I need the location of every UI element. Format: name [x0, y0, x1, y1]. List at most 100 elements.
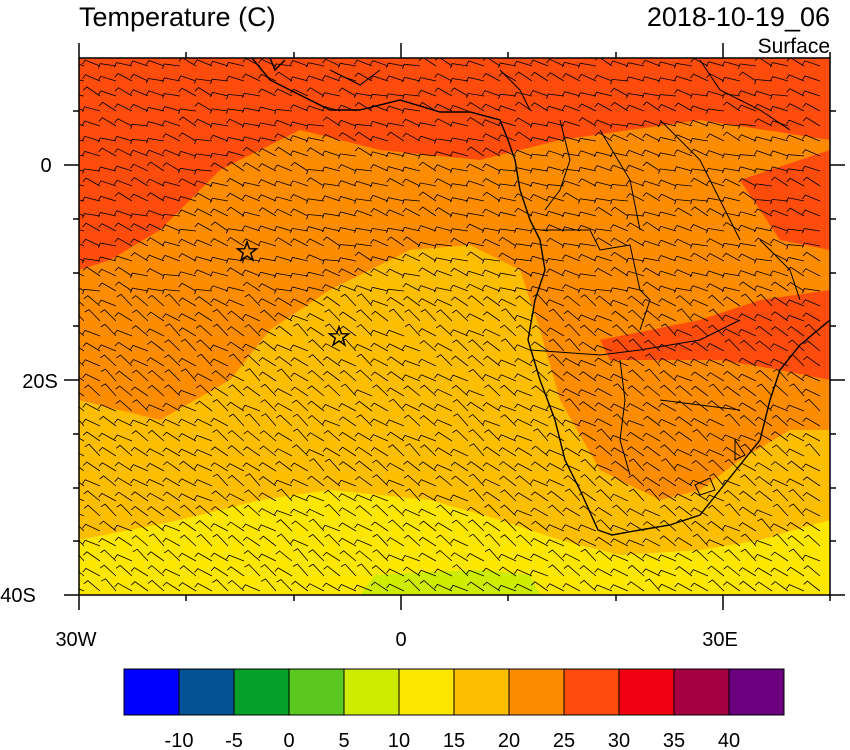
wind-barb	[338, 268, 357, 277]
wind-barb	[786, 103, 805, 112]
wind-barb	[466, 116, 485, 127]
wind-barb	[79, 360, 85, 367]
wind-barb	[788, 503, 805, 517]
wind-barb	[338, 446, 357, 457]
wind-barb	[82, 461, 101, 472]
wind-barb	[610, 87, 629, 97]
wind-barb	[706, 449, 725, 457]
wind-barb	[562, 243, 581, 249]
wind-barb	[434, 447, 453, 457]
wind-barb	[594, 357, 613, 367]
wind-barb	[722, 101, 741, 112]
wind-barb	[371, 310, 389, 322]
wind-barb	[642, 553, 661, 562]
wind-barb	[84, 384, 101, 397]
colorbar-swatch	[728, 668, 785, 716]
wind-barb	[372, 384, 389, 397]
wind-barb	[737, 270, 757, 277]
wind-barb	[577, 211, 597, 217]
wind-barb	[307, 369, 325, 382]
wind-barb	[450, 237, 469, 247]
wind-barb	[243, 385, 261, 397]
wind-barb	[483, 340, 501, 352]
wind-barb	[434, 103, 453, 112]
wind-barb	[658, 313, 677, 322]
wind-barb	[194, 192, 213, 202]
wind-barb	[674, 463, 693, 472]
wind-barb	[130, 567, 149, 577]
wind-barb	[721, 286, 741, 293]
wind-barb	[674, 493, 693, 502]
wind-barb	[146, 448, 165, 457]
wind-barb	[355, 505, 373, 517]
wind-barb	[146, 418, 165, 427]
wind-barb	[531, 445, 549, 457]
wind-barb	[338, 522, 357, 532]
wind-barb	[244, 413, 261, 427]
wind-barb	[610, 299, 629, 307]
wind-barb	[260, 564, 277, 577]
wind-barb	[628, 458, 645, 472]
wind-barb	[131, 369, 149, 382]
wind-barb	[466, 283, 485, 292]
wind-barb	[545, 210, 565, 217]
wind-barb	[546, 389, 565, 397]
wind-barb	[498, 553, 517, 562]
wind-barb	[547, 490, 565, 502]
wind-barb	[689, 479, 709, 487]
wind-barb	[386, 583, 405, 592]
wind-barb	[340, 338, 357, 352]
wind-barb	[578, 117, 597, 127]
wind-barb	[226, 118, 245, 127]
wind-barb	[130, 272, 149, 278]
wind-barb	[498, 374, 517, 382]
wind-barb	[721, 76, 741, 83]
wind-barb	[722, 434, 741, 442]
wind-barb	[498, 298, 517, 307]
wind-barb	[258, 492, 277, 502]
wind-barb	[274, 119, 293, 127]
wind-barb	[242, 281, 261, 292]
wind-barb	[385, 152, 405, 158]
wind-barb	[465, 197, 485, 203]
wind-barb	[642, 281, 661, 292]
wind-barb	[529, 136, 549, 143]
wind-barb	[258, 163, 277, 172]
wind-barb	[436, 354, 453, 367]
wind-barb	[722, 314, 741, 322]
wind-barb	[195, 400, 213, 412]
wind-barb	[401, 76, 421, 83]
wind-barb	[178, 448, 197, 457]
wind-barb	[690, 491, 709, 502]
lat-label-0: 0	[40, 155, 51, 177]
wind-barb	[386, 209, 405, 217]
wind-barb	[403, 460, 421, 472]
wind-barb	[466, 506, 485, 517]
wind-barb	[211, 490, 229, 502]
wind-barb	[690, 252, 709, 262]
wind-barb	[323, 370, 341, 382]
wind-barb	[161, 195, 181, 202]
wind-barb	[514, 227, 533, 234]
wind-barb	[658, 418, 677, 427]
wind-barb	[561, 212, 581, 218]
wind-barb	[420, 444, 437, 457]
wind-barb	[162, 63, 181, 69]
wind-barb	[114, 524, 133, 532]
wind-barb	[338, 311, 357, 322]
wind-barb	[210, 122, 229, 129]
wind-barb	[674, 238, 693, 247]
wind-barb	[226, 493, 245, 502]
wind-barb	[242, 269, 261, 277]
wind-barb	[130, 419, 149, 427]
wind-barb	[209, 285, 229, 292]
wind-barb	[690, 371, 709, 382]
wind-barb	[802, 374, 821, 382]
wind-barb	[194, 102, 213, 112]
wind-barb	[289, 135, 309, 142]
level-label: Surface	[758, 35, 830, 58]
wind-barb	[451, 384, 469, 397]
wind-barb	[725, 503, 741, 517]
wind-barb	[305, 286, 325, 292]
wind-barb	[546, 58, 565, 67]
